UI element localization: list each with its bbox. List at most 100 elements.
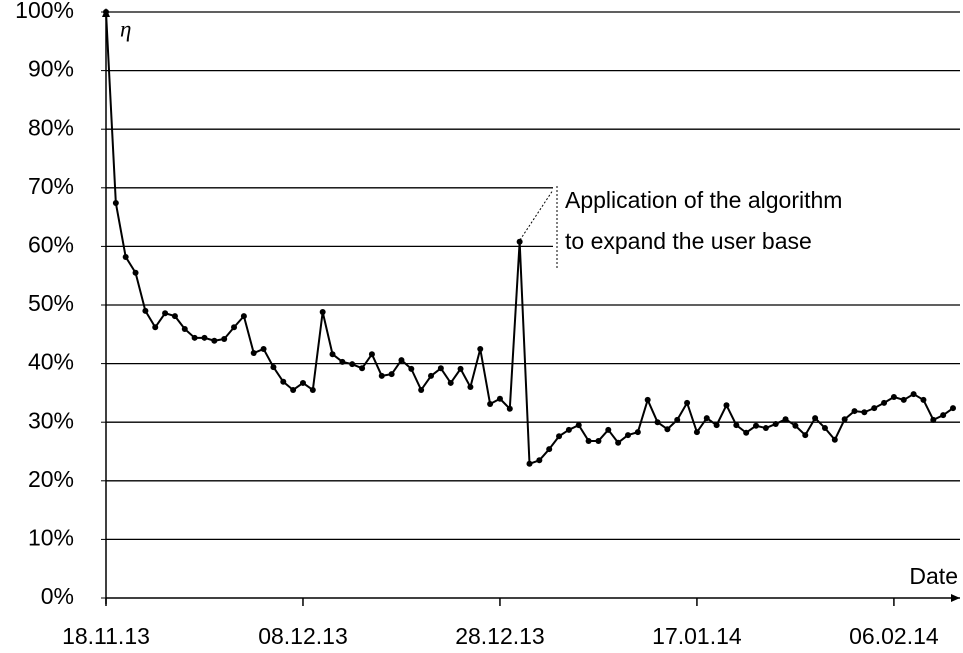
data-point [851, 408, 858, 415]
data-point [654, 419, 661, 426]
x-tick-label: 18.11.13 [62, 623, 150, 649]
data-point [487, 401, 494, 408]
y-tick-label: 60% [28, 231, 74, 257]
data-point [743, 429, 750, 436]
data-point [753, 422, 760, 429]
x-axis-label: Date [909, 563, 958, 589]
data-point [428, 372, 435, 379]
data-point [664, 426, 671, 433]
y-tick-label: 40% [28, 349, 74, 375]
data-point [418, 386, 425, 393]
data-point [802, 432, 809, 439]
data-point [762, 425, 769, 432]
data-point [900, 396, 907, 403]
data-point [496, 395, 503, 402]
data-point [378, 372, 385, 379]
data-point [270, 364, 277, 371]
data-point [162, 310, 169, 317]
data-point [349, 361, 356, 368]
data-point [221, 335, 228, 342]
data-point [713, 422, 720, 429]
data-point [634, 429, 641, 436]
data-point [920, 396, 927, 403]
y-tick-label: 70% [28, 173, 74, 199]
data-point [674, 416, 681, 423]
data-point [506, 405, 513, 412]
data-point [615, 439, 622, 446]
data-point [526, 460, 533, 467]
data-point [644, 396, 651, 403]
data-point [103, 9, 109, 15]
data-point [703, 415, 710, 422]
x-axis-arrow [951, 594, 960, 602]
data-point [280, 378, 287, 385]
data-point [684, 399, 691, 406]
y-axis-label: η [120, 16, 131, 41]
data-point [240, 313, 247, 320]
data-point [339, 358, 346, 365]
data-point [290, 386, 297, 393]
data-point [792, 422, 799, 429]
data-point [299, 379, 306, 386]
data-point [250, 350, 257, 357]
data-point [605, 426, 612, 433]
data-point [260, 345, 267, 352]
data-point [585, 437, 592, 444]
y-tick-label: 50% [28, 290, 74, 316]
data-point [624, 432, 631, 439]
data-point [871, 405, 878, 412]
data-point [477, 345, 484, 352]
y-tick-label: 20% [28, 466, 74, 492]
data-point [368, 351, 375, 358]
data-point [388, 371, 395, 378]
data-point [437, 365, 444, 372]
x-tick-label: 17.01.14 [652, 623, 742, 649]
data-point [181, 326, 188, 333]
data-point [546, 446, 553, 453]
y-tick-label: 100% [15, 0, 74, 23]
data-point [536, 457, 543, 464]
data-point [447, 379, 454, 386]
data-point [821, 425, 828, 432]
data-point [575, 422, 582, 429]
data-point [191, 334, 198, 341]
annotation: Application of the algorithm [565, 187, 842, 213]
data-point [812, 415, 819, 422]
data-point [201, 334, 208, 341]
data-point [841, 416, 848, 423]
data-point [950, 405, 956, 412]
data-point [231, 324, 238, 331]
data-point [595, 437, 602, 444]
data-point [733, 422, 740, 429]
data-point [329, 351, 336, 358]
data-point [122, 253, 129, 260]
data-point [693, 429, 700, 436]
data-point [861, 409, 868, 416]
data-point [782, 416, 789, 423]
data-point [930, 416, 937, 423]
data-point [910, 391, 917, 398]
y-tick-label: 80% [28, 114, 74, 140]
data-point [772, 420, 779, 427]
annotation: to expand the user base [565, 228, 812, 254]
data-point [309, 386, 316, 393]
data-point [556, 433, 563, 440]
x-tick-label: 28.12.13 [455, 623, 545, 649]
data-point [152, 324, 159, 331]
data-point [940, 412, 947, 419]
data-line [105, 11, 954, 465]
y-tick-label: 30% [28, 407, 74, 433]
data-point [723, 402, 730, 409]
y-tick-label: 10% [28, 524, 74, 550]
x-tick-label: 08.12.13 [258, 623, 348, 649]
data-point [171, 313, 178, 320]
data-point [565, 426, 572, 433]
data-point [112, 200, 119, 207]
data-point [881, 399, 888, 406]
data-point [467, 384, 474, 391]
data-point [211, 337, 218, 344]
data-point [516, 238, 523, 245]
data-point [457, 365, 464, 372]
